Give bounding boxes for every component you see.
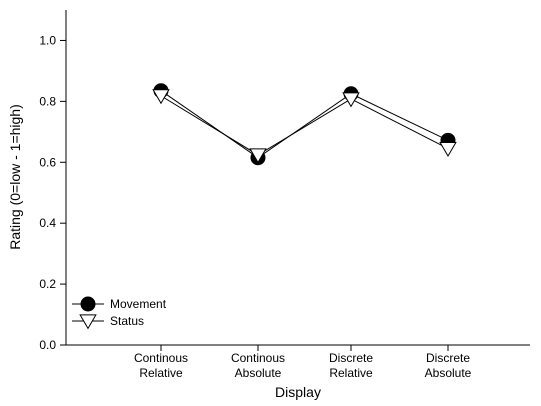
- x-tick-label: Continous: [231, 351, 285, 365]
- y-tick-label: 0.6: [39, 155, 56, 169]
- legend-item-status: Status: [72, 314, 144, 330]
- x-tick-label: Relative: [139, 366, 183, 380]
- status-point: [249, 148, 267, 164]
- y-axis-title: Rating (0=low - 1=high): [7, 104, 23, 250]
- x-tick-label: Absolute: [425, 366, 472, 380]
- y-tick-label: 0.0: [39, 338, 56, 352]
- status-series: [152, 89, 457, 164]
- x-tick-label: Absolute: [235, 366, 282, 380]
- x-axis-title: Display: [275, 384, 321, 400]
- series-layer: [152, 83, 457, 166]
- legend-label: Status: [110, 314, 144, 328]
- status-point: [342, 92, 360, 108]
- status-line: [160, 95, 449, 156]
- y-tick-label: 0.8: [39, 94, 56, 108]
- y-tick-label: 0.2: [39, 277, 56, 291]
- y-tick-label: 1.0: [39, 33, 56, 47]
- x-tick-label: Relative: [329, 366, 373, 380]
- y-axis-ticks: 0.0 0.2 0.4 0.6 0.8 1.0: [39, 33, 66, 352]
- status-point: [152, 89, 170, 105]
- legend-label: Movement: [110, 297, 167, 311]
- plot-frame: [65, 10, 530, 346]
- x-tick-label: Continous: [134, 351, 188, 365]
- movement-line: [160, 90, 449, 159]
- movement-point-legend: [80, 296, 96, 312]
- status-point: [439, 141, 457, 157]
- x-axis-ticks: ContinousRelativeContinousAbsoluteDiscre…: [134, 345, 472, 380]
- x-tick-label: Discrete: [329, 351, 373, 365]
- legend-item-movement: Movement: [72, 296, 167, 312]
- legend: Movement Status: [72, 296, 167, 330]
- status-point-legend: [79, 314, 97, 330]
- x-tick-label: Discrete: [426, 351, 470, 365]
- movement-series: [153, 83, 456, 166]
- y-tick-label: 0.4: [39, 216, 56, 230]
